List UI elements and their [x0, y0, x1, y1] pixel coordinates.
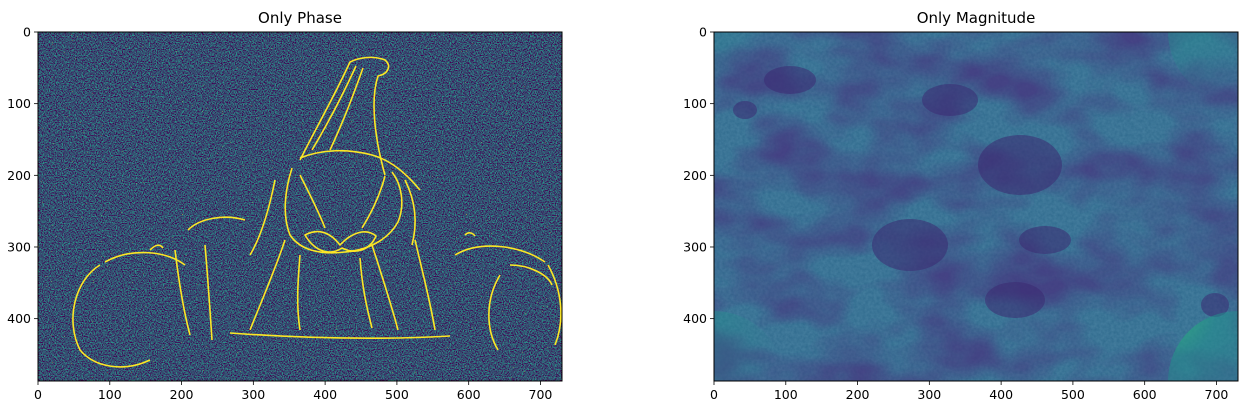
phase-image [38, 32, 562, 381]
phase-panel: Only Phase [7, 9, 563, 402]
phase-title: Only Phase [258, 9, 342, 27]
magnitude-x-tick-label: 500 [1061, 387, 1085, 402]
phase-y-tick-label: 400 [7, 311, 31, 326]
magnitude-x-tick-label: 600 [1133, 387, 1157, 402]
magnitude-y-tick-label: 0 [699, 25, 707, 40]
phase-x-tick-label: 400 [313, 387, 337, 402]
magnitude-x-tick-label: 100 [774, 387, 798, 402]
phase-y-tick-label: 200 [7, 168, 31, 183]
phase-y-tick-label: 300 [7, 239, 31, 254]
phase-x-tick-label: 700 [529, 387, 553, 402]
phase-x-tick-label: 600 [457, 387, 481, 402]
phase-y-tick-label: 0 [23, 25, 31, 40]
phase-y-axis: 0 100 200 300 400 [7, 25, 38, 326]
magnitude-x-tick-label: 200 [846, 387, 870, 402]
magnitude-x-tick-label: 0 [710, 387, 718, 402]
phase-edges [72, 56, 562, 368]
phase-x-tick-label: 300 [241, 387, 265, 402]
magnitude-y-tick-label: 400 [683, 311, 707, 326]
phase-y-tick-label: 100 [7, 96, 31, 111]
magnitude-y-axis: 0 100 200 300 400 [683, 25, 714, 326]
magnitude-frame [713, 31, 1239, 382]
phase-x-tick-label: 100 [98, 387, 122, 402]
magnitude-y-tick-label: 300 [683, 239, 707, 254]
magnitude-x-tick-label: 700 [1205, 387, 1229, 402]
phase-x-tick-label: 500 [385, 387, 409, 402]
magnitude-y-tick-label: 200 [683, 168, 707, 183]
magnitude-x-tick-label: 400 [989, 387, 1013, 402]
phase-x-axis: 0 100 200 300 400 500 600 700 [34, 381, 552, 402]
magnitude-title: Only Magnitude [917, 9, 1036, 27]
phase-frame [37, 31, 563, 382]
magnitude-x-tick-label: 300 [917, 387, 941, 402]
magnitude-y-tick-label: 100 [683, 96, 707, 111]
magnitude-x-axis: 0 100 200 300 400 500 600 700 [710, 381, 1228, 402]
phase-x-tick-label: 200 [170, 387, 194, 402]
phase-x-tick-label: 0 [34, 387, 42, 402]
